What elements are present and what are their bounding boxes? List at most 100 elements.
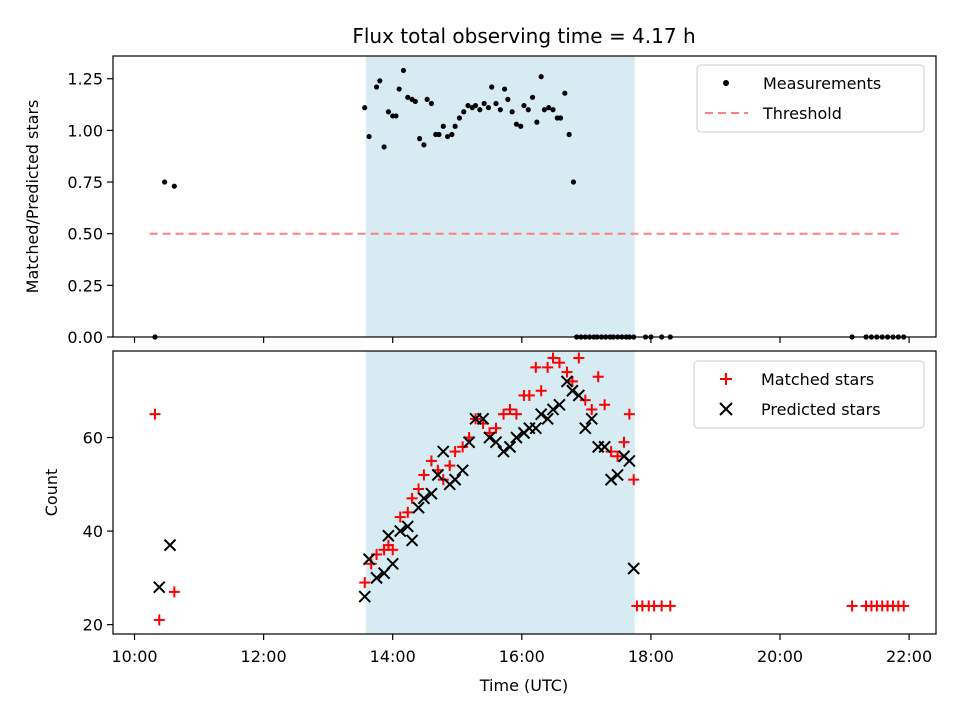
bottom-panel: 20 40 60 10:00 12:00 14:00 16:00 18:00 20:00 22:… — [42, 350, 937, 695]
predicted-star-point — [370, 571, 383, 585]
predicted-star-point — [412, 501, 425, 514]
measurement-point — [481, 100, 487, 107]
bottom-x-axis: 10:00 12:00 14:00 16:00 18:00 20:00 22:00 — [111, 634, 932, 666]
bottom-y-tick-label: 60 — [83, 429, 103, 448]
measurement-point — [362, 105, 368, 111]
measurement-point — [424, 96, 430, 102]
top-legend: Measurements Threshold — [696, 64, 925, 133]
top-y-tick-label: 1.00 — [67, 121, 103, 140]
matched-star-point — [168, 586, 180, 598]
bottom-legend: Matched stars Predicted stars — [693, 360, 925, 429]
matched-star-point — [605, 446, 617, 458]
legend-predicted-label: Predicted stars — [761, 400, 881, 419]
top-y-tick-label: 0.50 — [67, 225, 103, 244]
measurement-point — [428, 100, 435, 107]
matched-star-point — [628, 474, 640, 486]
matched-star-point — [153, 614, 165, 626]
matched-star-point — [387, 544, 399, 556]
bottom-y-axis: 20 40 60 — [83, 429, 113, 635]
bottom-plot-frame — [112, 350, 937, 635]
measurement-point — [472, 102, 479, 109]
matched-star-point — [664, 600, 676, 612]
measurement-point — [534, 119, 540, 125]
measurement-point — [513, 121, 520, 127]
predicted-star-point — [153, 581, 166, 594]
predicted-star-point — [585, 412, 598, 426]
matched-star-point — [413, 483, 425, 495]
predicted-star-point — [553, 398, 566, 412]
x-tick-label: 20:00 — [757, 647, 803, 666]
predicted-star-point — [598, 440, 611, 454]
matched-star-point — [618, 436, 630, 448]
measurement-point — [521, 102, 527, 109]
measurement-point — [393, 113, 399, 119]
predicted-star-point — [358, 590, 371, 603]
measurement-point — [461, 109, 467, 115]
measurement-point — [518, 123, 524, 129]
top-panel: 0.00 0.25 0.50 0.75 1.00 1.25 Matched/Predict… — [23, 55, 937, 347]
matched-star-point — [490, 422, 502, 434]
matched-star-point — [542, 361, 554, 373]
measurement-point — [497, 107, 503, 113]
measurement-point — [562, 90, 568, 96]
predicted-star-point — [462, 436, 476, 449]
matched-stars-series — [149, 352, 910, 626]
x-tick-label: 10:00 — [111, 647, 157, 666]
predicted-star-point — [362, 552, 376, 566]
predicted-star-point — [497, 445, 510, 458]
legend-matched-marker — [720, 373, 732, 385]
bottom-observing-span — [365, 351, 635, 634]
measurement-point — [509, 109, 515, 115]
measurement-point — [538, 74, 544, 80]
matched-star-point — [457, 441, 469, 453]
measurement-point — [566, 131, 572, 138]
measurement-point — [396, 86, 402, 92]
measurement-point — [546, 105, 552, 111]
predicted-star-point — [405, 534, 419, 547]
bottom-y-axis-label: Count — [42, 469, 61, 517]
measurements-series — [152, 67, 907, 340]
predicted-star-point — [476, 412, 490, 426]
matched-star-point — [612, 450, 624, 462]
measurement-point — [541, 107, 548, 113]
measurement-point — [477, 107, 483, 113]
matched-star-point — [418, 469, 430, 481]
top-y-tick-label: 1.25 — [67, 70, 103, 89]
matched-star-point — [846, 600, 858, 612]
matched-star-point — [406, 492, 418, 504]
predicted-star-point — [604, 473, 618, 486]
measurement-point — [444, 133, 451, 140]
legend-threshold-label: Threshold — [762, 104, 842, 123]
predicted-star-point — [417, 492, 431, 505]
top-plot-frame — [112, 55, 937, 338]
measurement-point — [485, 105, 492, 111]
measurement-point — [385, 109, 392, 115]
predicted-star-point — [566, 384, 579, 397]
measurement-point — [529, 94, 536, 100]
predicted-star-point — [437, 445, 450, 458]
matched-star-point — [504, 403, 516, 415]
top-y-axis: 0.00 0.25 0.50 0.75 1.00 1.25 — [67, 70, 113, 347]
x-tick-label: 12:00 — [241, 647, 287, 666]
measurement-point — [377, 78, 383, 84]
matched-star-point — [566, 375, 578, 387]
predicted-star-point — [534, 407, 548, 421]
matched-star-point — [547, 352, 559, 364]
matched-star-point — [535, 385, 547, 397]
matched-star-point — [530, 361, 542, 373]
matched-star-point — [523, 389, 535, 401]
measurement-point — [440, 123, 446, 129]
measurement-point — [489, 84, 495, 90]
measurement-point — [171, 183, 177, 189]
measurement-point — [421, 142, 427, 148]
predicted-star-point — [401, 520, 414, 533]
predicted-star-point — [560, 375, 574, 388]
x-axis-label: Time (UTC) — [479, 676, 568, 695]
predicted-star-point — [510, 431, 523, 444]
measurement-point — [525, 107, 531, 113]
matched-star-point — [402, 506, 414, 518]
matched-star-point — [510, 408, 522, 420]
bottom-y-tick-label: 40 — [83, 522, 103, 541]
measurement-point — [366, 133, 372, 140]
